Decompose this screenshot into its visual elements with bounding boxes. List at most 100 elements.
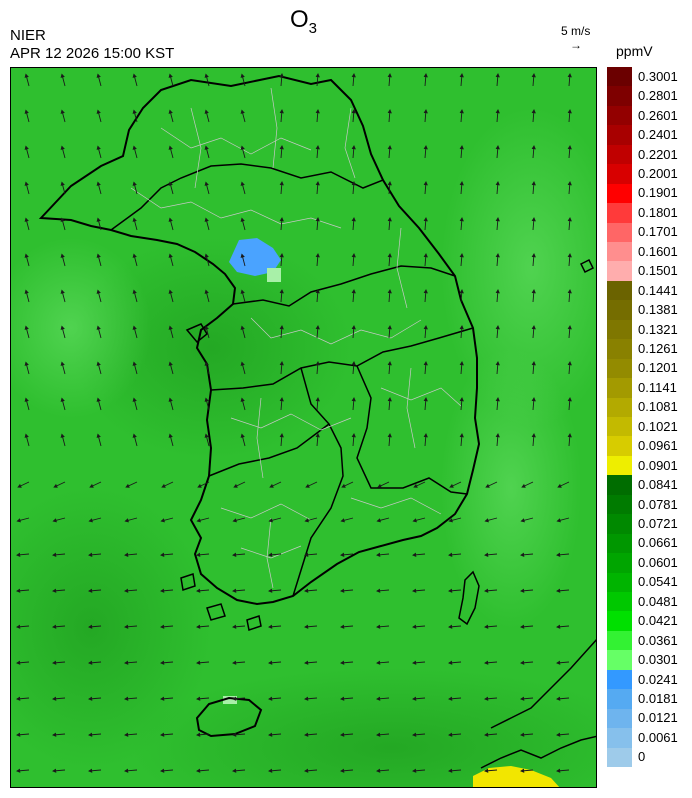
wind-arrow-head [240, 397, 245, 402]
wind-arrow-head [60, 145, 65, 150]
colorbar-label: 0.0961 [638, 438, 678, 454]
species-title: O3 [290, 6, 318, 37]
wind-arrow-head [132, 253, 137, 258]
colorbar-label: 0.0781 [638, 496, 678, 512]
wind-arrow-head [304, 732, 309, 737]
province-boundary [208, 423, 330, 477]
wind-arrow-head [88, 518, 93, 523]
wind-arrow-head [60, 397, 65, 402]
wind-arrow-head [531, 73, 536, 78]
wind-arrow-head [567, 217, 572, 222]
wind-arrow-head [132, 433, 137, 438]
colorbar-label: 0.0841 [638, 477, 678, 493]
wind-arrow-head [16, 768, 21, 773]
wind-arrow-head [459, 433, 464, 438]
wind-arrow-head [304, 768, 309, 773]
colorbar-swatch [607, 242, 632, 262]
wind-arrow-head [132, 289, 137, 294]
wind-arrow-head [484, 624, 489, 629]
colorbar-swatch [607, 689, 632, 710]
wind-arrow-head [52, 518, 57, 523]
wind-arrow-head [459, 361, 464, 366]
wind-arrow-head [168, 145, 173, 150]
province-boundary [292, 367, 344, 597]
wind-arrow-head [531, 433, 536, 438]
colorbar-label: 0.0601 [638, 554, 678, 570]
colorbar-swatch [607, 514, 632, 535]
wind-arrow-head [240, 253, 245, 258]
wind-arrow-head [448, 696, 453, 701]
wind-arrow-head [268, 588, 273, 593]
wind-arrow-head [412, 696, 417, 701]
wind-arrow-head [60, 325, 65, 330]
jeju-island [195, 696, 263, 738]
wind-arrow-head [96, 397, 101, 402]
wind-arrow-head [24, 325, 29, 330]
wind-arrow-head [304, 624, 309, 629]
wind-arrow-head [279, 433, 284, 438]
wind-arrow-head [168, 73, 173, 78]
wind-arrow-head [268, 660, 273, 665]
wind-arrow-head [196, 518, 201, 523]
wind-arrow-head [315, 433, 320, 438]
colorbar-swatch [607, 572, 632, 593]
district-boundaries [130, 87, 462, 589]
colorbar-label: 0.0541 [638, 574, 678, 590]
colorbar-swatch [607, 280, 632, 301]
wind-arrow-head [160, 552, 165, 558]
wind-arrow-head [495, 73, 500, 78]
wind-arrow-head [351, 253, 356, 258]
colorbar-label: 0.0481 [638, 593, 678, 609]
island [180, 573, 196, 591]
wind-arrow-head [520, 732, 525, 737]
wind-arrow-head [279, 289, 284, 294]
wind-arrow-head [52, 588, 57, 593]
wind-arrow-head [240, 109, 245, 114]
wind-arrow-head [423, 361, 428, 366]
wind-reference-arrow-icon: → [570, 38, 582, 52]
wind-arrow-head [459, 325, 464, 330]
colorbar-swatch [607, 417, 632, 437]
wind-arrow-head [520, 696, 525, 701]
wind-arrow-head [340, 660, 345, 665]
wind-arrow-head [268, 768, 273, 773]
wind-arrow-head [24, 433, 29, 438]
wind-arrow-head [351, 217, 356, 222]
wind-arrow-head [240, 289, 245, 294]
wind-arrow-head [495, 253, 500, 258]
wind-arrow-head [96, 361, 101, 366]
wind-arrow-head [567, 397, 572, 402]
wind-arrow-head [567, 433, 572, 438]
wind-arrow-head [484, 768, 489, 773]
wind-arrow-head [412, 732, 417, 737]
wind-arrow-head [168, 181, 173, 186]
wind-arrow-head [279, 325, 284, 330]
wind-arrow-head [16, 552, 21, 558]
wind-arrow-head [60, 361, 65, 366]
colorbar-label: 0.1601 [638, 243, 678, 259]
wind-arrow-head [459, 397, 464, 402]
colorbar-swatch [607, 553, 632, 574]
map-canvas [11, 68, 596, 787]
colorbar-label: 0.0301 [638, 652, 678, 668]
province-boundary [210, 327, 474, 391]
wind-arrow-head [423, 253, 428, 258]
wind-arrow-head [304, 588, 309, 593]
wind-reference-label: 5 m/s [561, 24, 591, 38]
wind-arrow-head [459, 217, 464, 222]
colorbar-swatch [607, 67, 632, 87]
wind-arrow-head [423, 145, 428, 150]
wind-arrow-head [531, 109, 536, 114]
wind-arrow-head [232, 768, 237, 773]
wind-arrow-head [521, 483, 526, 488]
wind-arrow-head [124, 732, 129, 737]
colorbar-swatch [607, 611, 632, 632]
wind-arrow-head [448, 588, 453, 593]
wind-arrow-head [459, 289, 464, 294]
colorbar-swatch [607, 183, 632, 204]
wind-arrow-head [412, 768, 417, 773]
wind-arrow-head [315, 289, 320, 294]
wind-arrow-head [16, 518, 21, 523]
colorbar-swatch [607, 455, 632, 476]
wind-arrow-head [304, 518, 309, 523]
